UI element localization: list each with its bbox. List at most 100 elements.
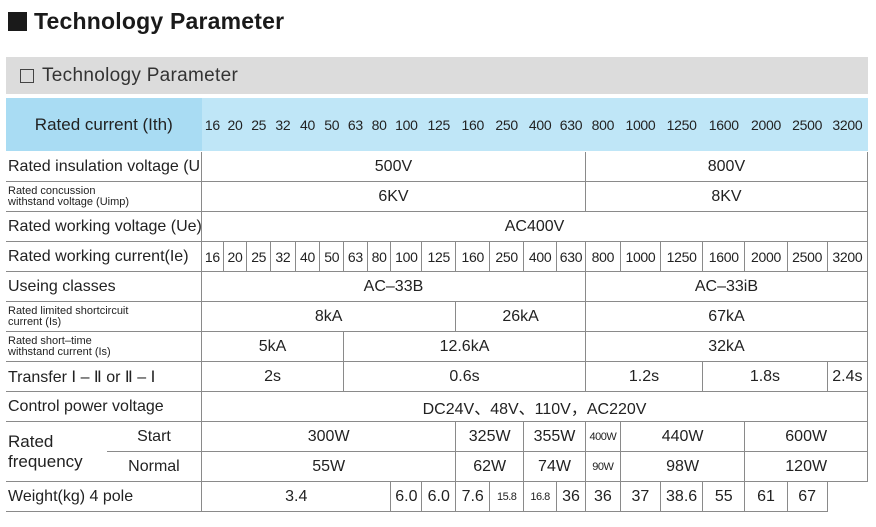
start-value: 325W <box>455 421 525 452</box>
current-cell: 50 <box>319 241 345 272</box>
working-voltage-value: AC400V <box>201 211 868 242</box>
current-cell: 3200 <box>827 97 868 152</box>
current-cell: 250 <box>489 97 524 152</box>
insulation-low: 500V <box>201 151 586 182</box>
header-row: Rated current (Ith) 16 20 25 32 40 50 63… <box>6 97 868 152</box>
limited-row: Rated limited shortcircuit current (Is) … <box>6 301 869 332</box>
insulation-high: 800V <box>584 151 869 182</box>
current-cell: 1600 <box>702 241 746 272</box>
transfer-value: 1.8s <box>702 361 828 392</box>
rated-current-label: Rated current (Ith) <box>6 97 202 152</box>
current-cell: 2500 <box>787 97 828 152</box>
control-label: Control power voltage <box>6 391 203 422</box>
page-title: Technology Parameter <box>8 6 284 36</box>
current-cell: 25 <box>246 241 272 272</box>
working-voltage-row: Rated working voltage (Ue) AC400V <box>6 211 868 242</box>
current-cell: 1250 <box>660 97 703 152</box>
working-current-row: Rated working current(Ie) 16 20 25 32 40… <box>6 241 869 272</box>
short-time-c: 32kA <box>584 331 869 362</box>
concussion-row: Rated concussion withstand voltage (Uimp… <box>6 181 869 212</box>
weight-value: 37 <box>619 481 662 512</box>
current-cell: 63 <box>343 241 368 272</box>
current-cell: 2500 <box>786 241 828 272</box>
current-cell: 50 <box>319 97 344 152</box>
short-time-label-line1: Rated short–time <box>8 334 92 347</box>
weight-value: 6.0 <box>390 481 423 512</box>
current-cell: 2000 <box>744 241 788 272</box>
current-cell: 40 <box>294 241 321 272</box>
current-cell: 20 <box>223 97 247 152</box>
current-cell: 400 <box>523 97 557 152</box>
concussion-low: 6KV <box>201 181 586 212</box>
transfer-value: 2s <box>201 361 345 392</box>
normal-value: 74W <box>523 451 586 482</box>
classes-low: AC–33B <box>201 271 586 302</box>
rated-frequency-line1: Rated <box>8 431 54 451</box>
current-cell: 20 <box>222 241 248 272</box>
rated-frequency-label: Rated frequency <box>6 421 107 482</box>
current-cell: 250 <box>489 241 525 272</box>
current-cell: 2000 <box>744 97 788 152</box>
weight-value: 3.4 <box>201 481 392 512</box>
weight-value: 55 <box>702 481 746 512</box>
transfer-value: 0.6s <box>343 361 586 392</box>
normal-value: 90W <box>584 451 621 482</box>
weight-value: 67 <box>786 481 828 512</box>
start-value: 600W <box>744 421 868 452</box>
classes-row: Useing classes AC–33B AC–33iB <box>6 271 869 302</box>
classes-high: AC–33iB <box>584 271 869 302</box>
current-cell: 1000 <box>619 241 662 272</box>
weight-value: 7.6 <box>455 481 491 512</box>
weight-value: 61 <box>744 481 788 512</box>
weight-row: Weight(kg) 4 pole 3.4 6.0 6.0 7.6 15.8 1… <box>6 481 868 512</box>
page-title-text: Technology Parameter <box>34 7 285 34</box>
section-title: Technology Parameter <box>42 64 239 86</box>
transfer-value: 1.2s <box>584 361 704 392</box>
control-value: DC24V、48V、110V，AC220V <box>201 391 868 422</box>
insulation-row: Rated insulation voltage (Ui) 500V 800V <box>6 151 869 182</box>
section-header: Technology Parameter <box>6 57 868 94</box>
current-cell: 32 <box>270 241 296 272</box>
limited-a: 8kA <box>201 301 457 332</box>
current-cell: 100 <box>390 97 422 152</box>
limited-label-line1: Rated limited shortcircuit <box>8 304 129 317</box>
current-cell: 1250 <box>659 241 704 272</box>
parameter-table: Rated current (Ith) 16 20 25 32 40 50 63… <box>6 97 869 512</box>
weight-label: Weight(kg) 4 pole <box>6 481 203 512</box>
weight-value: 16.8 <box>523 481 558 512</box>
normal-value: 55W <box>201 451 457 482</box>
current-cell: 630 <box>556 241 586 272</box>
weight-value: 6.0 <box>421 481 457 512</box>
limited-c: 67kA <box>584 301 869 332</box>
frequency-start-row: Rated frequency Start 300W 325W 355W 400… <box>6 421 868 482</box>
current-cell: 16 <box>201 241 224 272</box>
current-cell: 3200 <box>826 241 869 272</box>
weight-value: 36 <box>556 481 586 512</box>
concussion-high: 8KV <box>584 181 869 212</box>
current-cell: 40 <box>295 97 320 152</box>
checkbox-square-icon <box>20 68 34 83</box>
current-cell: 125 <box>421 241 457 272</box>
current-cell: 32 <box>270 97 296 152</box>
start-value: 355W <box>523 421 586 452</box>
current-cell: 800 <box>585 97 621 152</box>
current-cell: 400 <box>523 241 558 272</box>
title-square-icon <box>8 11 27 31</box>
weight-value: 15.8 <box>489 481 525 512</box>
limited-b: 26kA <box>455 301 586 332</box>
insulation-label: Rated insulation voltage (Ui) <box>6 151 203 182</box>
current-cell: 63 <box>343 97 368 152</box>
current-cell: 80 <box>367 97 391 152</box>
rated-frequency-line2: frequency <box>8 451 83 471</box>
weight-value: 36 <box>584 481 621 512</box>
current-cell: 630 <box>556 97 586 152</box>
current-cell: 160 <box>455 241 491 272</box>
normal-value: 120W <box>744 451 868 482</box>
start-value: 440W <box>619 421 746 452</box>
current-cell: 1000 <box>620 97 661 152</box>
limited-label-line2: current (Is) <box>8 315 62 328</box>
control-row: Control power voltage DC24V、48V、110V，AC2… <box>6 391 868 422</box>
current-cell: 125 <box>421 97 456 152</box>
start-value: 400W <box>584 421 621 452</box>
short-time-a: 5kA <box>201 331 345 362</box>
